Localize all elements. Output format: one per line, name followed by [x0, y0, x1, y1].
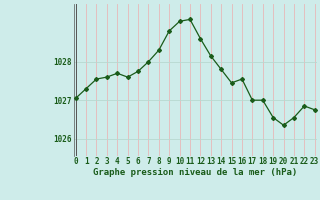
- X-axis label: Graphe pression niveau de la mer (hPa): Graphe pression niveau de la mer (hPa): [93, 168, 297, 177]
